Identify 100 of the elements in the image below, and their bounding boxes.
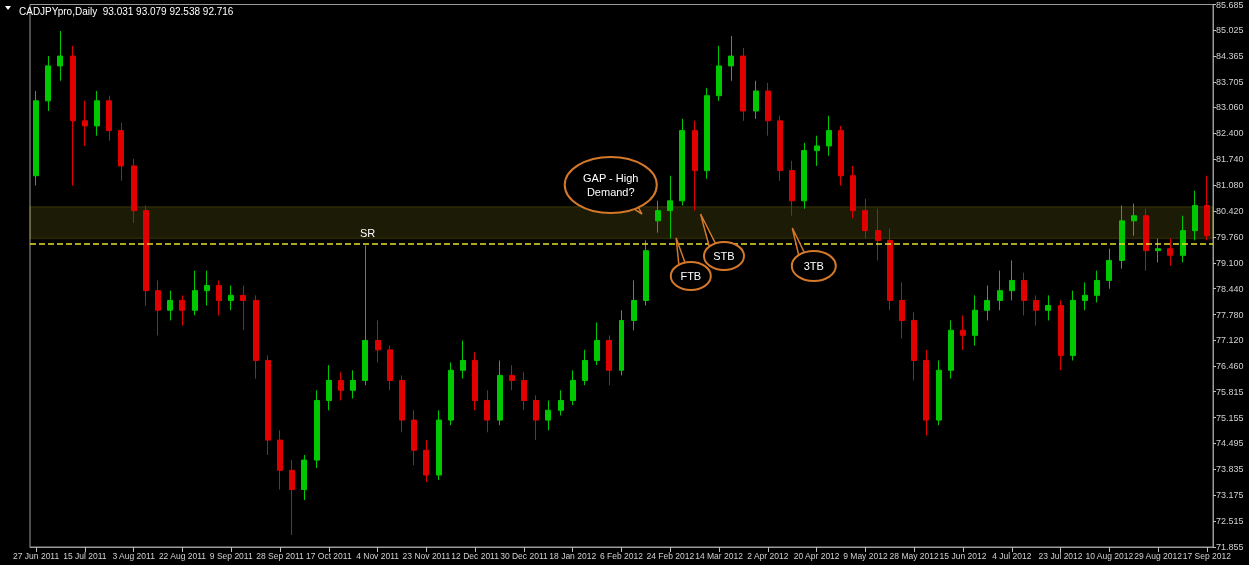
y-tick-label: 75.155 bbox=[1216, 412, 1244, 423]
candlestick bbox=[1167, 237, 1173, 267]
x-tick-label: 22 Aug 2011 bbox=[158, 550, 207, 561]
y-tick-label: 79.100 bbox=[1216, 257, 1244, 268]
y-tick-label: 84.365 bbox=[1216, 51, 1244, 62]
candlestick bbox=[1192, 190, 1198, 241]
x-tick-label: 17 Sep 2012 bbox=[1182, 550, 1232, 561]
candlestick bbox=[777, 115, 783, 182]
candlestick bbox=[1082, 281, 1088, 311]
y-tick-label: 78.440 bbox=[1216, 283, 1244, 294]
candlestick bbox=[1009, 259, 1015, 301]
candlestick bbox=[899, 281, 905, 340]
x-tick-label: 30 Dec 2011 bbox=[500, 550, 548, 561]
y-tick-label: 71.855 bbox=[1216, 542, 1244, 552]
annotation: 3TB bbox=[803, 260, 824, 272]
x-tick-label: 14 Mar 2012 bbox=[695, 550, 744, 561]
candlestick bbox=[314, 389, 320, 469]
candlestick bbox=[411, 409, 417, 466]
x-tick-label: 9 Sep 2011 bbox=[209, 550, 253, 561]
candlestick bbox=[582, 349, 588, 386]
y-tick-label: 81.740 bbox=[1216, 154, 1244, 165]
candlestick bbox=[387, 345, 393, 391]
candlestick bbox=[436, 409, 442, 481]
candlestick bbox=[350, 369, 356, 400]
candlestick bbox=[277, 429, 283, 491]
candlestick bbox=[655, 200, 661, 234]
candlestick bbox=[423, 439, 429, 483]
candlestick bbox=[484, 389, 490, 433]
x-tick-label: 18 Jan 2012 bbox=[549, 550, 597, 561]
candlestick bbox=[228, 285, 234, 311]
x-tick-label: 23 Nov 2011 bbox=[402, 550, 451, 561]
y-tick-label: 75.815 bbox=[1216, 386, 1244, 397]
candlestick bbox=[667, 175, 673, 239]
candlestick bbox=[887, 228, 893, 311]
candlestick bbox=[472, 351, 478, 411]
candlestick bbox=[826, 115, 832, 157]
annotation: GAP - High Demand? bbox=[583, 172, 639, 198]
candlestick bbox=[45, 55, 51, 112]
candlestick bbox=[594, 321, 600, 366]
candlestick bbox=[448, 361, 454, 426]
y-tick-label: 79.760 bbox=[1216, 231, 1244, 242]
candlestick bbox=[253, 294, 259, 380]
candlestick bbox=[558, 389, 564, 416]
candlestick bbox=[740, 47, 746, 122]
candlestick bbox=[1070, 290, 1076, 361]
candlestick bbox=[33, 90, 39, 187]
candlestick bbox=[679, 118, 685, 207]
candlestick bbox=[82, 100, 88, 147]
ref-line-label: SR bbox=[360, 227, 376, 240]
candlestick bbox=[155, 279, 161, 336]
candlestick bbox=[960, 314, 966, 351]
candlestick bbox=[326, 364, 332, 411]
candlestick bbox=[192, 270, 198, 316]
y-tick-label: 80.420 bbox=[1216, 206, 1244, 217]
y-tick-label: 73.835 bbox=[1216, 464, 1244, 475]
candlestick bbox=[984, 285, 990, 321]
candlestick bbox=[1094, 270, 1100, 303]
candlestick bbox=[801, 142, 807, 210]
x-tick-label: 6 Feb 2012 bbox=[599, 550, 644, 561]
candlestick bbox=[521, 371, 527, 411]
x-tick-label: 15 Jul 2011 bbox=[63, 550, 107, 561]
candlestick bbox=[1143, 208, 1149, 272]
candlestick bbox=[375, 319, 381, 363]
x-tick-label: 23 Jul 2012 bbox=[1038, 550, 1083, 561]
candlestick bbox=[94, 90, 100, 137]
candlestick bbox=[497, 359, 503, 426]
candlestick bbox=[460, 339, 466, 380]
candlestick bbox=[301, 454, 307, 501]
candlestick bbox=[1058, 299, 1064, 371]
candlestick bbox=[631, 279, 637, 331]
candlestick bbox=[240, 285, 246, 331]
candlestick bbox=[619, 309, 624, 376]
candlestick bbox=[765, 82, 771, 137]
candlestick bbox=[728, 35, 734, 82]
candlestick bbox=[570, 369, 576, 406]
x-tick-label: 17 Oct 2011 bbox=[305, 550, 352, 561]
candlestick bbox=[1106, 248, 1112, 290]
y-tick-label: 76.460 bbox=[1216, 361, 1244, 372]
candlestick bbox=[533, 394, 539, 441]
x-tick-label: 4 Nov 2011 bbox=[356, 550, 400, 561]
candlestick bbox=[399, 374, 405, 433]
candlestick bbox=[789, 160, 795, 217]
candlestick bbox=[997, 270, 1003, 311]
y-tick-label: 83.060 bbox=[1216, 102, 1244, 113]
candlestick bbox=[167, 290, 173, 321]
candlestick bbox=[1021, 272, 1027, 316]
candlestick bbox=[911, 311, 917, 381]
annotation: FTB bbox=[680, 270, 702, 282]
candlestick bbox=[143, 205, 149, 307]
x-tick-label: 27 Jun 2011 bbox=[13, 550, 60, 561]
candlestick bbox=[70, 45, 76, 187]
candlestick bbox=[509, 364, 515, 391]
candlestick bbox=[106, 95, 112, 142]
x-tick-label: 12 Dec 2011 bbox=[451, 550, 500, 561]
candlestick bbox=[362, 245, 368, 386]
candlestick bbox=[216, 279, 222, 316]
candlestick bbox=[643, 239, 649, 307]
candlestick bbox=[1155, 237, 1161, 263]
candlestick bbox=[923, 349, 929, 436]
y-tick-label: 77.120 bbox=[1216, 335, 1244, 346]
